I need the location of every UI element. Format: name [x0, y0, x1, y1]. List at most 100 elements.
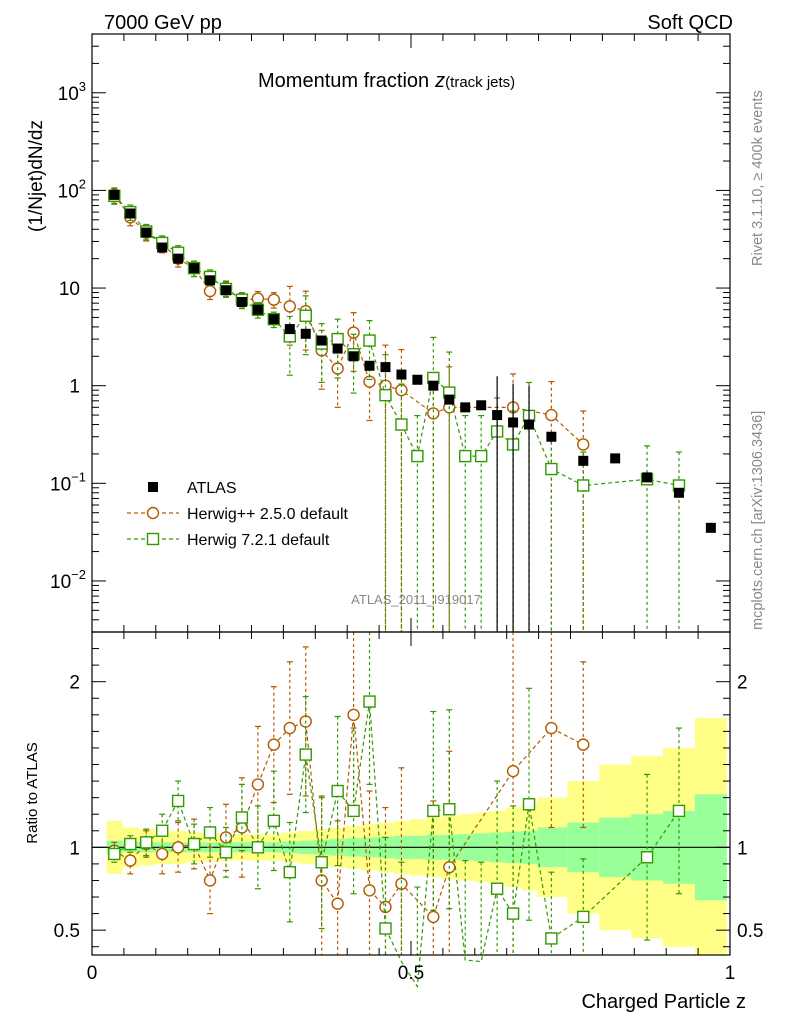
ratio-data-layer	[108, 632, 686, 989]
herwig7-ratio-point	[331, 784, 344, 798]
atlas-point	[252, 304, 263, 315]
herwigpp-ratio-point	[427, 910, 440, 924]
ratio-y-tick-label-right: 2	[737, 673, 748, 694]
herwigpp-ratio-point	[155, 847, 169, 861]
herwig7-ratio-point	[640, 851, 654, 864]
herwig7-ratio-point	[235, 811, 249, 824]
herwig7-ratio-point	[672, 804, 686, 818]
herwig7-ratio-point	[155, 824, 169, 837]
herwigpp-ratio-point	[379, 900, 392, 914]
herwig7-ratio-point	[315, 856, 328, 869]
atlas-point	[610, 453, 621, 464]
herwigpp-ratio-point	[219, 831, 233, 844]
herwig7-point	[474, 449, 488, 463]
ratio-y-label: Ratio to ATLAS	[24, 742, 41, 843]
herwigpp-ratio-point	[506, 764, 520, 778]
atlas-point	[300, 328, 311, 339]
ratio-axes: 0.5 0.51 12 20 0.5 1	[54, 632, 763, 984]
herwig7-point	[379, 388, 392, 402]
herwig7-point	[395, 418, 408, 431]
atlas-point	[492, 410, 503, 421]
ratio-uncertainty-bands	[92, 718, 730, 955]
herwigpp-ratio-point	[267, 738, 281, 751]
herwig7-ratio-point	[187, 837, 201, 851]
atlas-point	[205, 275, 216, 286]
analysis-watermark: ATLAS_2011_I919017	[351, 592, 481, 607]
herwig7-ratio-point	[283, 865, 296, 879]
y-tick-base: 10	[58, 84, 79, 105]
atlas-point	[189, 263, 200, 274]
x-tick-label: 0	[87, 963, 98, 984]
ratio-y-tick-label-left: 1	[69, 838, 80, 859]
herwig7-ratio-point	[427, 804, 440, 818]
main-title-subscript: (track jets)	[445, 74, 515, 91]
atlas-point	[673, 487, 684, 498]
herwigpp-ratio-point	[124, 854, 137, 867]
main-title-text: Momentum fraction	[258, 70, 429, 92]
herwigpp-point	[363, 375, 376, 388]
atlas-point	[236, 296, 247, 307]
y-tick-label: 102	[58, 176, 86, 202]
atlas-point	[444, 394, 455, 405]
herwig7-ratio-point	[171, 794, 185, 808]
y-tick-exponent: −2	[71, 567, 86, 582]
atlas-point	[220, 285, 231, 296]
atlas-point	[705, 522, 716, 533]
atlas-point	[428, 380, 439, 391]
ratio-y-tick-label-left: 0.5	[54, 921, 80, 942]
legend: ATLAS Herwig++ 2.5.0 default Herwig 7.2.1 …	[127, 480, 349, 549]
herwig7-point	[577, 479, 590, 492]
herwigpp-point	[283, 300, 296, 313]
atlas-point	[157, 242, 168, 253]
atlas-point	[125, 208, 136, 219]
atlas-point	[524, 419, 535, 430]
energy-label: 7000 GeV pp	[104, 12, 222, 34]
herwig7-ratio-point	[379, 922, 392, 935]
atlas-point	[380, 362, 391, 373]
atlas-point	[460, 402, 471, 413]
herwig7-ratio-point	[267, 814, 281, 828]
herwig7-ratio-point	[443, 803, 456, 816]
y-tick-base: 10	[50, 572, 71, 593]
x-tick-label: 1	[725, 963, 736, 984]
atlas-point	[332, 343, 343, 354]
herwigpp-ratio-point	[577, 738, 590, 751]
herwig7-ratio-point	[490, 882, 504, 895]
herwigpp-ratio-point	[331, 897, 344, 910]
category-label: Soft QCD	[647, 12, 733, 34]
atlas-point	[476, 400, 487, 411]
herwigpp-point	[427, 407, 440, 420]
atlas-point	[141, 227, 152, 238]
atlas-point	[173, 253, 184, 264]
legend-herwig7-marker	[146, 532, 160, 546]
herwigpp-ratio-point	[363, 884, 376, 897]
herwig7-ratio-point	[203, 826, 217, 839]
herwig7-ratio-point	[140, 836, 153, 849]
y-tick-base: 10	[50, 474, 71, 495]
atlas-point	[412, 374, 423, 385]
atlas-point	[284, 324, 295, 335]
y-tick-exponent: 3	[79, 79, 86, 94]
atlas-point	[364, 360, 375, 371]
herwigpp-point	[267, 293, 281, 306]
atlas-point	[546, 431, 557, 442]
atlas-point	[508, 417, 519, 428]
herwigpp-point	[577, 438, 590, 451]
atlas-point	[268, 314, 279, 325]
main-title: Momentum fraction z(track jets)	[258, 70, 515, 92]
herwigpp-ratio-point	[545, 721, 558, 735]
herwigpp-ratio-point	[283, 721, 296, 735]
herwig7-ratio-point	[363, 695, 376, 708]
herwig7-ratio-point	[219, 846, 233, 859]
y-tick-base: 10	[59, 279, 80, 300]
herwig7-ratio-point	[506, 907, 520, 920]
y-tick-exponent: −1	[71, 469, 86, 484]
atlas-point	[578, 455, 589, 466]
herwigpp-ratio-point	[171, 841, 185, 854]
main-data-layer	[108, 187, 716, 632]
x-tick-label: 0.5	[398, 963, 424, 984]
herwigpp-point	[545, 408, 558, 422]
legend-herwig7-label: Herwig 7.2.1 default	[187, 532, 330, 549]
